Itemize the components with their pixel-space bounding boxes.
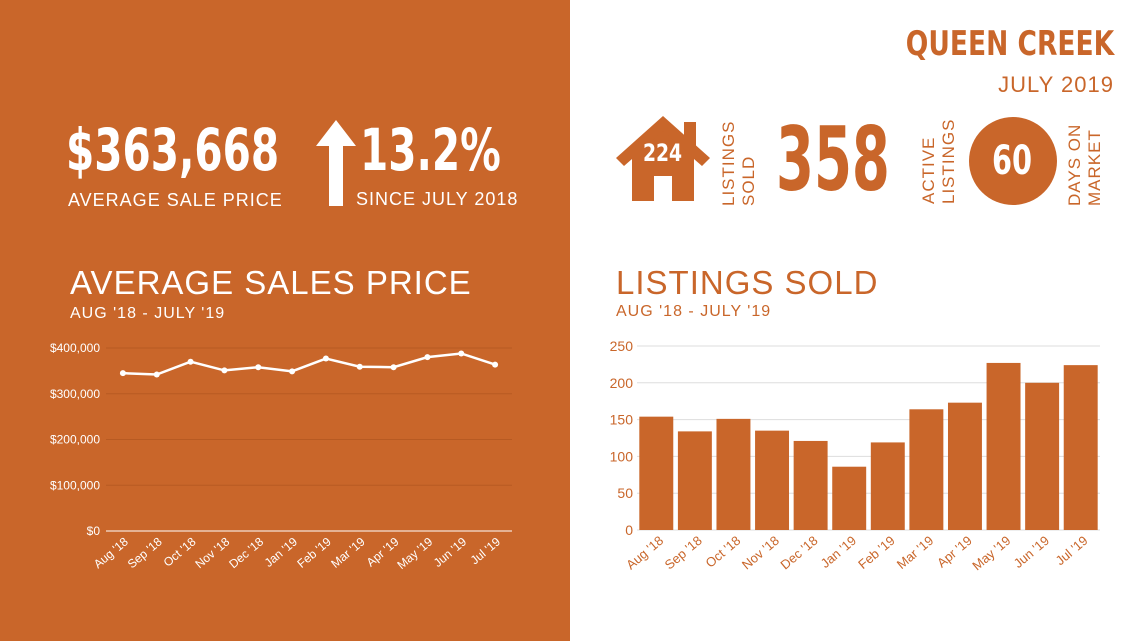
price-x-tick-label: May '19 (394, 534, 435, 572)
listings-bar (716, 418, 751, 530)
price-point (221, 367, 228, 374)
price-x-tick-label: Jun '19 (431, 534, 470, 570)
listings-x-tick-label: Jul '19 (1053, 533, 1091, 568)
price-y-tick-label: $400,000 (50, 341, 100, 355)
price-point (322, 355, 329, 362)
listings-x-tick-label: Feb '19 (855, 533, 898, 572)
price-point (390, 364, 397, 371)
left-panel (0, 0, 570, 641)
listings-sold-label-line2: SOLD (739, 156, 756, 206)
listings-bar (639, 416, 674, 530)
price-chart-subtitle: AUG '18 - JULY '19 (70, 305, 226, 322)
price-x-tick-label: Dec '18 (226, 534, 266, 571)
active-label-line1: ACTIVE (919, 137, 938, 204)
price-point (187, 358, 194, 365)
active-listings-value: 358 (776, 108, 890, 211)
listings-bar (870, 442, 905, 530)
listings-bar (677, 431, 712, 530)
price-point (119, 370, 126, 377)
arrow-up-icon (316, 120, 356, 206)
price-x-tick-label: Mar '19 (328, 534, 368, 570)
right-panel (570, 0, 1140, 641)
change-label: SINCE JULY 2018 (356, 189, 519, 209)
price-chart-title: AVERAGE SALES PRICE (70, 264, 472, 301)
active-label-line2: LISTINGS (939, 119, 956, 204)
listings-y-tick-label: 150 (610, 412, 634, 428)
listings-chart-title: LISTINGS SOLD (616, 264, 879, 301)
listings-bar (909, 409, 944, 530)
listings-sold-value: 224 (643, 139, 683, 167)
price-point (255, 364, 262, 371)
days-on-market-label: DAYS ON MARKET (1065, 124, 1102, 206)
listings-bar (832, 466, 867, 530)
listings-y-tick-label: 0 (625, 522, 633, 538)
price-y-tick-label: $0 (87, 524, 101, 538)
price-series-line (122, 352, 496, 376)
listings-x-tick-label: Mar '19 (894, 533, 937, 572)
period-label: JULY 2019 (998, 72, 1114, 97)
listings-x-tick-label: May '19 (969, 533, 1013, 573)
listings-x-tick-label: Nov '18 (739, 533, 782, 573)
price-x-tick-label: Nov '18 (192, 534, 232, 571)
listings-bar (1063, 365, 1098, 530)
price-point (153, 371, 160, 378)
active-listings-label: ACTIVE LISTINGS (919, 119, 956, 204)
price-x-tick-label: Aug '18 (91, 534, 131, 571)
listings-x-tick-label: Jun '19 (1011, 533, 1052, 571)
listings-x-tick-label: Aug '18 (623, 533, 666, 573)
listings-y-tick-label: 100 (610, 448, 634, 464)
price-y-tick-label: $200,000 (50, 433, 100, 447)
listings-x-tick-label: Jan '19 (818, 533, 859, 571)
listings-x-tick-label: Oct '18 (703, 533, 744, 571)
price-x-tick-label: Feb '19 (294, 534, 334, 570)
listings-chart-subtitle: AUG '18 - JULY '19 (616, 303, 772, 320)
price-line-chart: $0 $100,000 $200,000 $300,000 $400,000 Aug '1… (50, 341, 512, 572)
price-y-tick-label: $100,000 (50, 478, 100, 492)
dom-label-line1: DAYS ON (1065, 124, 1084, 206)
price-point (289, 368, 296, 375)
price-point (356, 363, 363, 370)
listings-x-tick-label: Apr '19 (934, 533, 975, 571)
listings-x-tick-label: Sep '18 (662, 533, 705, 573)
dom-label-line2: MARKET (1085, 129, 1102, 206)
house-icon (616, 116, 710, 201)
listings-bar (947, 402, 982, 530)
listings-sold-label: LISTINGS SOLD (719, 121, 756, 206)
days-on-market-badge (969, 117, 1057, 205)
price-y-tick-label: $300,000 (50, 387, 100, 401)
listings-bar (755, 430, 790, 530)
price-point (458, 350, 465, 357)
listings-bar (793, 440, 828, 530)
city-title: QUEEN CREEK (905, 24, 1114, 64)
listings-bar (986, 362, 1021, 530)
average-price-label: AVERAGE SALE PRICE (68, 190, 283, 210)
price-point (492, 361, 499, 368)
header: QUEEN CREEK (847, 24, 1114, 64)
listings-x-tick-label: Dec '18 (777, 533, 820, 573)
change-value: 13.2% (360, 116, 501, 184)
price-x-tick-label: Jul '19 (468, 534, 504, 567)
price-x-tick-label: Jan '19 (262, 534, 301, 570)
listings-y-tick-label: 50 (617, 485, 633, 501)
price-x-tick-label: Oct '18 (161, 534, 199, 569)
average-price-value: $363,668 (66, 116, 280, 184)
listings-sold-label-line1: LISTINGS (719, 121, 738, 206)
listings-y-tick-label: 250 (610, 338, 634, 354)
price-x-tick-label: Sep '18 (125, 534, 165, 571)
listings-y-tick-label: 200 (610, 375, 634, 391)
listings-bar (1025, 382, 1060, 530)
price-point (424, 354, 431, 361)
days-on-market-value: 60 (992, 138, 1033, 184)
